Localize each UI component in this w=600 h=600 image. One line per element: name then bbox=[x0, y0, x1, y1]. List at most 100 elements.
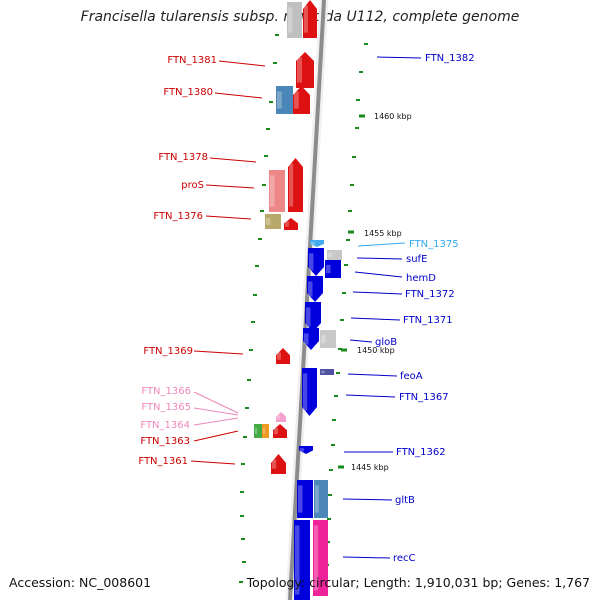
gene-block-ftn1364-green-shape bbox=[254, 424, 262, 438]
gene-arrow-ftn1372-shape bbox=[307, 276, 323, 302]
gene-arrow-sufe bbox=[308, 248, 324, 276]
ruler-tick bbox=[240, 515, 244, 517]
gene-label-left: FTN_1365 bbox=[141, 402, 191, 413]
ruler-tick bbox=[344, 264, 348, 266]
ruler-tick bbox=[247, 379, 251, 381]
gene-arrow-globb bbox=[303, 328, 319, 350]
leader-line bbox=[193, 350, 244, 355]
gene-arrow-ftn1369-shape bbox=[276, 348, 290, 364]
gene-arrow-ftn1371 bbox=[305, 302, 321, 332]
leader-line bbox=[342, 556, 391, 559]
backbone-line bbox=[288, 0, 326, 600]
gene-arrow-top-red-shape bbox=[303, 0, 317, 38]
gene-block-top-grey bbox=[287, 2, 302, 38]
gene-arrow-ftn1369-highlight bbox=[277, 352, 281, 360]
gene-arrow-ftn1381 bbox=[296, 52, 314, 88]
ruler-tick bbox=[346, 239, 350, 241]
gene-block-hemd-shape bbox=[325, 260, 341, 278]
gene-arrow-ftn1363-highlight bbox=[274, 427, 278, 435]
gene-block-recc-highlight bbox=[295, 525, 300, 595]
gene-block-gltb-steel-shape bbox=[314, 480, 328, 518]
gene-arrow-ftn1378-highlight bbox=[289, 163, 294, 207]
ruler-tick bbox=[332, 419, 336, 421]
ruler-tick bbox=[241, 538, 245, 540]
genome-summary-text: Topology: circular; Length: 1,910,031 bp… bbox=[246, 575, 590, 590]
gene-block-sufe-grey bbox=[327, 250, 342, 260]
gene-block-hemd bbox=[325, 260, 341, 278]
gene-block-ftn1376-olive-highlight bbox=[266, 218, 271, 225]
gene-arrow-ftn1381-shape bbox=[296, 52, 314, 88]
gene-label-right: FTN_1382 bbox=[425, 53, 475, 64]
ruler-major-tick bbox=[341, 348, 347, 352]
gene-arrow-ftn1371-shape bbox=[305, 302, 321, 332]
gene-block-ftn1364-green-highlight bbox=[255, 427, 258, 435]
gene-label-left: FTN_1363 bbox=[140, 436, 190, 447]
gene-arrow-ftn1376-highlight bbox=[285, 221, 289, 227]
gene-block-ftn1380-blue-shape bbox=[276, 86, 293, 114]
gene-arrow-ftn1361 bbox=[271, 454, 286, 474]
gene-label-right: FTN_1367 bbox=[399, 392, 449, 403]
gene-label-right: FTN_1362 bbox=[396, 447, 446, 458]
ruler-tick bbox=[338, 348, 342, 350]
gene-block-gltb-shape bbox=[297, 480, 313, 518]
ruler-tick bbox=[251, 321, 255, 323]
gene-arrow-ftn1367 bbox=[302, 368, 317, 416]
gene-block-glob-grey bbox=[320, 330, 336, 348]
ruler-tick bbox=[260, 210, 264, 212]
gene-features bbox=[254, 0, 342, 600]
gene-block-pros-highlight bbox=[270, 175, 275, 207]
ruler-tick bbox=[334, 395, 338, 397]
gene-block-ftn1364-orange bbox=[262, 424, 269, 438]
gene-block-glob-grey-highlight bbox=[321, 334, 326, 344]
gene-label-right: FTN_1371 bbox=[403, 315, 453, 326]
gene-arrow-top-red bbox=[303, 0, 317, 38]
ruler-tick bbox=[356, 99, 360, 101]
gene-arrow-ftn1376-shape bbox=[284, 218, 298, 230]
gene-arrow-sufe-highlight bbox=[309, 253, 314, 271]
gene-arrow-ftn1362-shape bbox=[299, 446, 313, 454]
gene-label-left: FTN_1376 bbox=[153, 211, 203, 222]
gene-arrow-ftn1361-shape bbox=[271, 454, 286, 474]
leader-line bbox=[356, 257, 403, 260]
gene-block-feoa-shape bbox=[320, 369, 334, 375]
gene-block-recc-magenta-shape bbox=[313, 520, 328, 596]
gene-arrow-ftn1365-shape bbox=[276, 412, 286, 422]
gene-label-left: FTN_1369 bbox=[143, 346, 193, 357]
ruler-tick bbox=[275, 34, 279, 36]
leader-line bbox=[354, 271, 403, 278]
gene-arrow-ftn1375-shape bbox=[310, 240, 324, 247]
leader-line bbox=[193, 417, 239, 426]
ruler-tick bbox=[355, 127, 359, 129]
gene-arrow-ftn1376 bbox=[284, 218, 298, 230]
ruler-tick bbox=[340, 319, 344, 321]
gene-arrow-ftn1362 bbox=[299, 446, 313, 454]
gene-arrow-ftn1378-shape bbox=[288, 158, 303, 212]
ruler-label: 1445 kbp bbox=[351, 463, 389, 472]
ruler-tick bbox=[264, 155, 268, 157]
gene-label-left: FTN_1361 bbox=[138, 456, 188, 467]
gene-arrow-ftn1365-highlight bbox=[277, 414, 280, 420]
gene-label-right: sufE bbox=[406, 254, 427, 265]
gene-arrow-ftn1380-shape bbox=[293, 86, 310, 114]
leader-line bbox=[205, 184, 255, 189]
leader-line bbox=[193, 407, 239, 416]
gene-block-ftn1376-olive-shape bbox=[265, 214, 281, 229]
gene-arrow-ftn1380 bbox=[293, 86, 310, 114]
gene-label-left: FTN_1380 bbox=[163, 87, 213, 98]
ruler-tick bbox=[352, 156, 356, 158]
gene-block-sufe-grey-highlight bbox=[328, 252, 333, 258]
ruler-tick bbox=[249, 349, 253, 351]
ruler-tick bbox=[327, 518, 331, 520]
ruler-tick bbox=[240, 491, 244, 493]
ruler-label: 1455 kbp bbox=[364, 229, 402, 238]
ruler-tick bbox=[348, 210, 352, 212]
gene-arrow-ftn1371-highlight bbox=[306, 307, 311, 327]
gene-block-top-grey-shape bbox=[287, 2, 302, 38]
gene-arrow-ftn1375 bbox=[310, 240, 324, 247]
gene-arrow-ftn1365 bbox=[276, 412, 286, 422]
gene-label-right: FTN_1372 bbox=[405, 289, 455, 300]
genome-backbone bbox=[285, 0, 329, 600]
gene-block-gltb-steel bbox=[314, 480, 328, 518]
ruler-label: 1460 kbp bbox=[374, 112, 412, 121]
